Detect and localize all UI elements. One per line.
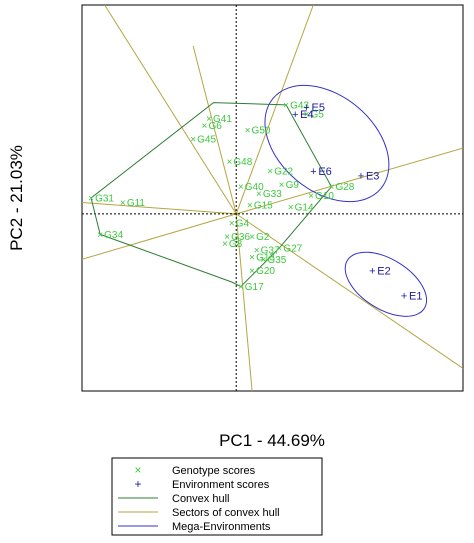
genotype-label-G31: G31 [95,194,114,205]
genotype-label-G48: G48 [233,157,252,168]
legend-label-hull: Convex hull [172,493,229,505]
plot-area: × G43× G5× G41× G6× G45× G50× G48× G22× G40 × G9 × G2… [82,5,463,391]
environment-marker-E5: + [303,102,309,114]
origin-lines [82,5,463,391]
legend-box [111,457,323,536]
environment-marker-E4: + [292,109,298,121]
sector-lines [82,5,463,391]
sector-ray-1 [104,5,237,215]
genotype-marker-G35: × [261,255,267,266]
sector-ray-2 [235,5,314,215]
genotype-marker-G11: × [120,198,126,209]
genotype-label-G33: G33 [263,189,282,200]
genotype-marker-G33: × [256,189,262,200]
mega-environment-1 [264,84,390,203]
genotype-label-G43: G43 [290,100,309,111]
genotype-points: × G43× G5× G41× G6× G45× G50× G48× G22× G40 × G9 × G2… [88,100,355,293]
environment-label-E4: E4 [300,109,313,121]
sector-ray-4 [235,213,463,369]
genotype-label-G22: G22 [274,166,293,177]
genotype-marker-G15: × [247,200,253,211]
y-axis-label: PC2 - 21.03% [7,145,26,251]
genotype-marker-G20: × [249,266,255,277]
genotype-marker-G4: × [229,218,235,229]
genotype-label-G17: G17 [245,282,264,293]
genotype-marker-G34: × [97,230,103,241]
genotype-label-G27: G27 [283,243,302,254]
genotype-marker-G37: × [254,246,260,257]
environment-marker-E3: + [358,170,364,182]
convex-hull-polygon [90,102,333,288]
genotype-marker-G28: × [329,182,335,193]
sector-ray-6 [82,213,237,260]
environment-label-E1: E1 [409,291,422,303]
genotype-label-G41: G41 [213,114,232,125]
genotype-label-G36: G36 [231,232,250,243]
genotype-marker-G45: × [190,134,196,145]
genotype-marker-G5: × [304,109,310,120]
environment-label-E3: E3 [366,170,379,182]
sector-ray-7 [82,202,237,215]
mega-environment-2 [344,251,428,317]
genotype-label-G10: G10 [315,191,334,202]
environment-points: + E5+ E4+ E6 + E3+ E2+ E1 [292,102,423,302]
genotype-label-G35: G35 [267,255,286,266]
genotype-marker-G27: × [276,243,282,254]
genotype-label-G45: G45 [197,134,216,145]
sector-ray-8 [192,45,237,215]
genotype-marker-G40: × [238,182,244,193]
legend-swatch-genotype: × [134,463,141,477]
sector-ray-5 [235,213,253,391]
genotype-marker-G43: × [283,100,289,111]
genotype-label-G2: G2 [256,232,270,243]
genotype-marker-G50: × [245,125,251,136]
genotype-label-G6: G6 [208,121,222,132]
genotype-label-G13: G13 [256,253,275,264]
genotype-marker-G6: × [202,121,208,132]
genotype-marker-G2: × [249,232,255,243]
genotype-marker-G36: × [224,232,230,243]
genotype-marker-G41: × [206,114,212,125]
genotype-marker-G31: × [88,194,94,205]
genotype-marker-G48: × [226,157,232,168]
genotype-label-G37: G37 [261,246,280,257]
environment-marker-E6: + [310,166,316,178]
genotype-label-G28: G28 [335,182,354,193]
genotype-label-G14: G14 [295,203,314,214]
environment-label-E6: E6 [318,166,331,178]
plot-frame [81,4,464,392]
genotype-marker-G17: × [238,282,244,293]
legend-label-genotype: Genotype scores [172,465,256,477]
genotype-label-G34: G34 [104,230,123,241]
environment-label-E5: E5 [312,102,325,114]
environment-marker-E1: + [401,291,407,303]
genotype-marker-G22: × [267,166,273,177]
x-axis-label: PC1 - 44.69% [219,431,325,450]
genotype-marker-G8: × [222,239,228,250]
legend-swatch-environment: + [134,477,141,491]
genotype-label-G4: G4 [236,218,250,229]
genotype-label-G9: G9 [286,180,300,191]
genotype-marker-G14: × [288,203,294,214]
convex-hull [90,102,333,288]
genotype-label-G15: G15 [254,200,273,211]
sector-ray-3 [236,147,463,215]
genotype-marker-G13: × [249,253,255,264]
legend-label-sectors: Sectors of convex hull [172,507,280,519]
legend: × Genotype scores + Environment scores Conve… [111,457,323,536]
genotype-label-G8: G8 [229,239,243,250]
environment-marker-E2: + [369,266,375,278]
genotype-label-G40: G40 [245,182,264,193]
genotype-label-G11: G11 [127,198,146,209]
mega-environment-outlines [264,84,428,317]
legend-label-mega: Mega-Environments [172,521,271,533]
genotype-label-G50: G50 [252,125,271,136]
genotype-label-G20: G20 [256,266,275,277]
genotype-marker-G9: × [279,180,285,191]
legend-label-environment: Environment scores [172,479,270,491]
genotype-label-G5: G5 [311,109,325,120]
genotype-marker-G10: × [308,191,314,202]
environment-label-E2: E2 [377,266,390,278]
